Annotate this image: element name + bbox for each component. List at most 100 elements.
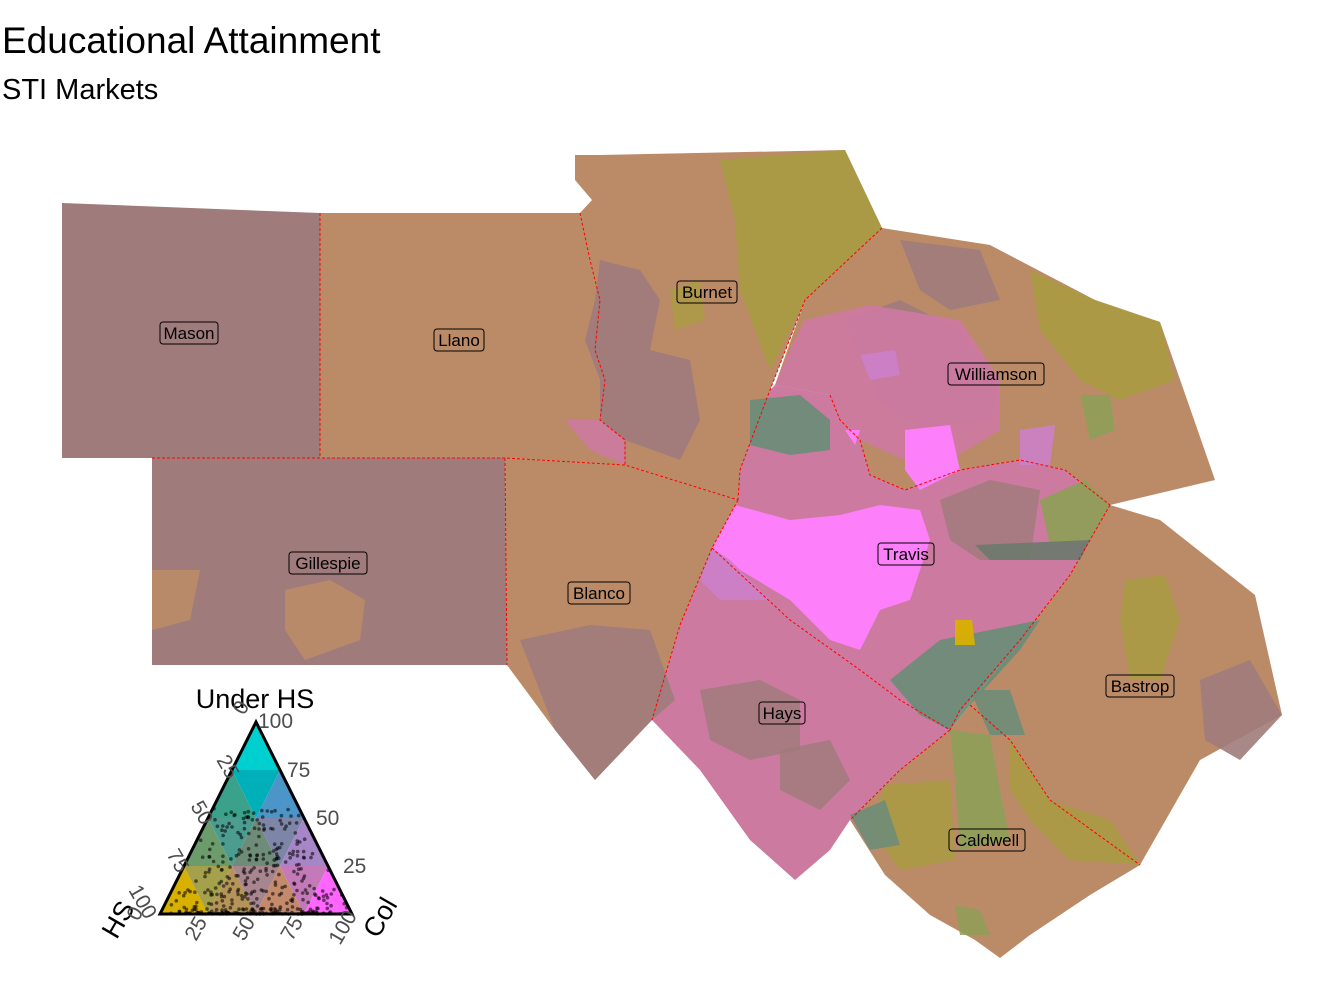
legend-dot [238, 832, 243, 837]
legend-dot [288, 856, 293, 860]
label-gillespie: Gillespie [288, 551, 368, 575]
legend-dot [186, 888, 190, 892]
legend-tick-right-75: 75 [287, 759, 310, 782]
legend-dot [295, 842, 299, 846]
legend-dot [221, 854, 225, 858]
legend-dot [255, 818, 259, 822]
legend-dot [275, 863, 280, 868]
legend-dot [283, 827, 287, 831]
legend-dot [239, 850, 244, 854]
legend-dot [295, 907, 300, 911]
legend-dot [207, 855, 212, 859]
legend-dot [257, 827, 261, 831]
legend-dot [278, 845, 282, 850]
legend-dot [262, 828, 266, 832]
legend-dot [265, 809, 270, 813]
legend-dot [252, 880, 256, 884]
county-llano[interactable] [320, 213, 625, 465]
legend-dot [270, 902, 274, 907]
legend-dot [316, 896, 321, 900]
legend-dot [265, 861, 269, 865]
legend-dot [283, 860, 288, 864]
legend-dot [244, 882, 248, 887]
legend-dot [283, 884, 287, 889]
legend-dot [249, 892, 253, 896]
legend-dot [285, 901, 289, 905]
legend-dot [270, 869, 275, 874]
label-mason: Mason [159, 321, 219, 345]
legend-dot [274, 852, 279, 856]
legend-dot [221, 884, 226, 888]
legend-dot [249, 901, 253, 906]
legend-dot [260, 815, 265, 819]
legend-dot [247, 831, 251, 836]
county-bastrop[interactable] [970, 505, 1282, 865]
legend-dot [214, 901, 219, 905]
legend-dot [227, 821, 231, 826]
legend-dot [257, 821, 262, 826]
legend-dot [243, 894, 247, 899]
county-hays[interactable] [652, 548, 950, 880]
legend-dot [312, 892, 317, 896]
legend-dot [203, 890, 207, 895]
svg-text:Llano: Llano [438, 331, 480, 350]
label-hays: Hays [758, 701, 806, 725]
label-bastrop: Bastrop [1105, 674, 1175, 698]
legend-dot [250, 818, 255, 822]
legend-dot [248, 870, 252, 874]
county-burnet-north-tract [720, 150, 882, 370]
legend-dot [213, 886, 218, 890]
legend-dot [169, 903, 174, 907]
legend-dot [292, 893, 296, 897]
legend-dot [279, 842, 284, 846]
legend-dot [230, 902, 234, 906]
legend-dot [230, 898, 234, 902]
legend-dot [246, 897, 250, 901]
legend-dot [243, 891, 248, 895]
legend-dot [241, 816, 246, 821]
legend-dot [276, 856, 281, 860]
legend-dot [257, 834, 261, 839]
legend-tick-bottom-25: 25 [180, 913, 212, 945]
legend-dot [312, 886, 317, 891]
legend-dot [325, 895, 330, 900]
legend-dot [252, 889, 257, 894]
legend-dot [287, 851, 292, 856]
legend-dot [265, 873, 269, 877]
legend-dot [259, 888, 264, 892]
map-title: Educational Attainment [2, 20, 381, 61]
legend-dot [195, 900, 199, 905]
legend-dot [309, 855, 313, 860]
label-burnet: Burnet [676, 280, 738, 304]
legend-dot [297, 862, 301, 867]
svg-text:Burnet: Burnet [682, 283, 732, 302]
legend-dot [192, 905, 197, 909]
county-mason[interactable] [62, 203, 320, 458]
legend-dot [181, 893, 186, 898]
legend-dot [273, 880, 278, 884]
label-blanco: Blanco [567, 581, 631, 605]
legend-dot [242, 867, 246, 871]
legend-dot [255, 904, 260, 908]
legend-dot [242, 810, 247, 815]
legend-dot [205, 907, 209, 911]
legend-tick-right-25: 25 [343, 855, 366, 878]
legend-dot [295, 888, 299, 893]
legend-dot [264, 889, 269, 894]
legend-dot [295, 853, 300, 858]
legend-dot [301, 876, 306, 881]
legend-dot [242, 871, 247, 875]
svg-text:Caldwell: Caldwell [955, 831, 1019, 850]
legend-dot [228, 887, 232, 891]
legend-dot [300, 879, 304, 883]
legend-dot [220, 899, 225, 903]
legend-dot [260, 808, 264, 813]
legend-dot [220, 828, 224, 832]
legend-dot [251, 811, 256, 815]
legend-triangle-outline [157, 718, 355, 916]
county-gillespie[interactable] [152, 458, 507, 665]
legend-dot [221, 842, 225, 846]
legend-dot [245, 876, 250, 880]
legend-dot [269, 810, 274, 814]
